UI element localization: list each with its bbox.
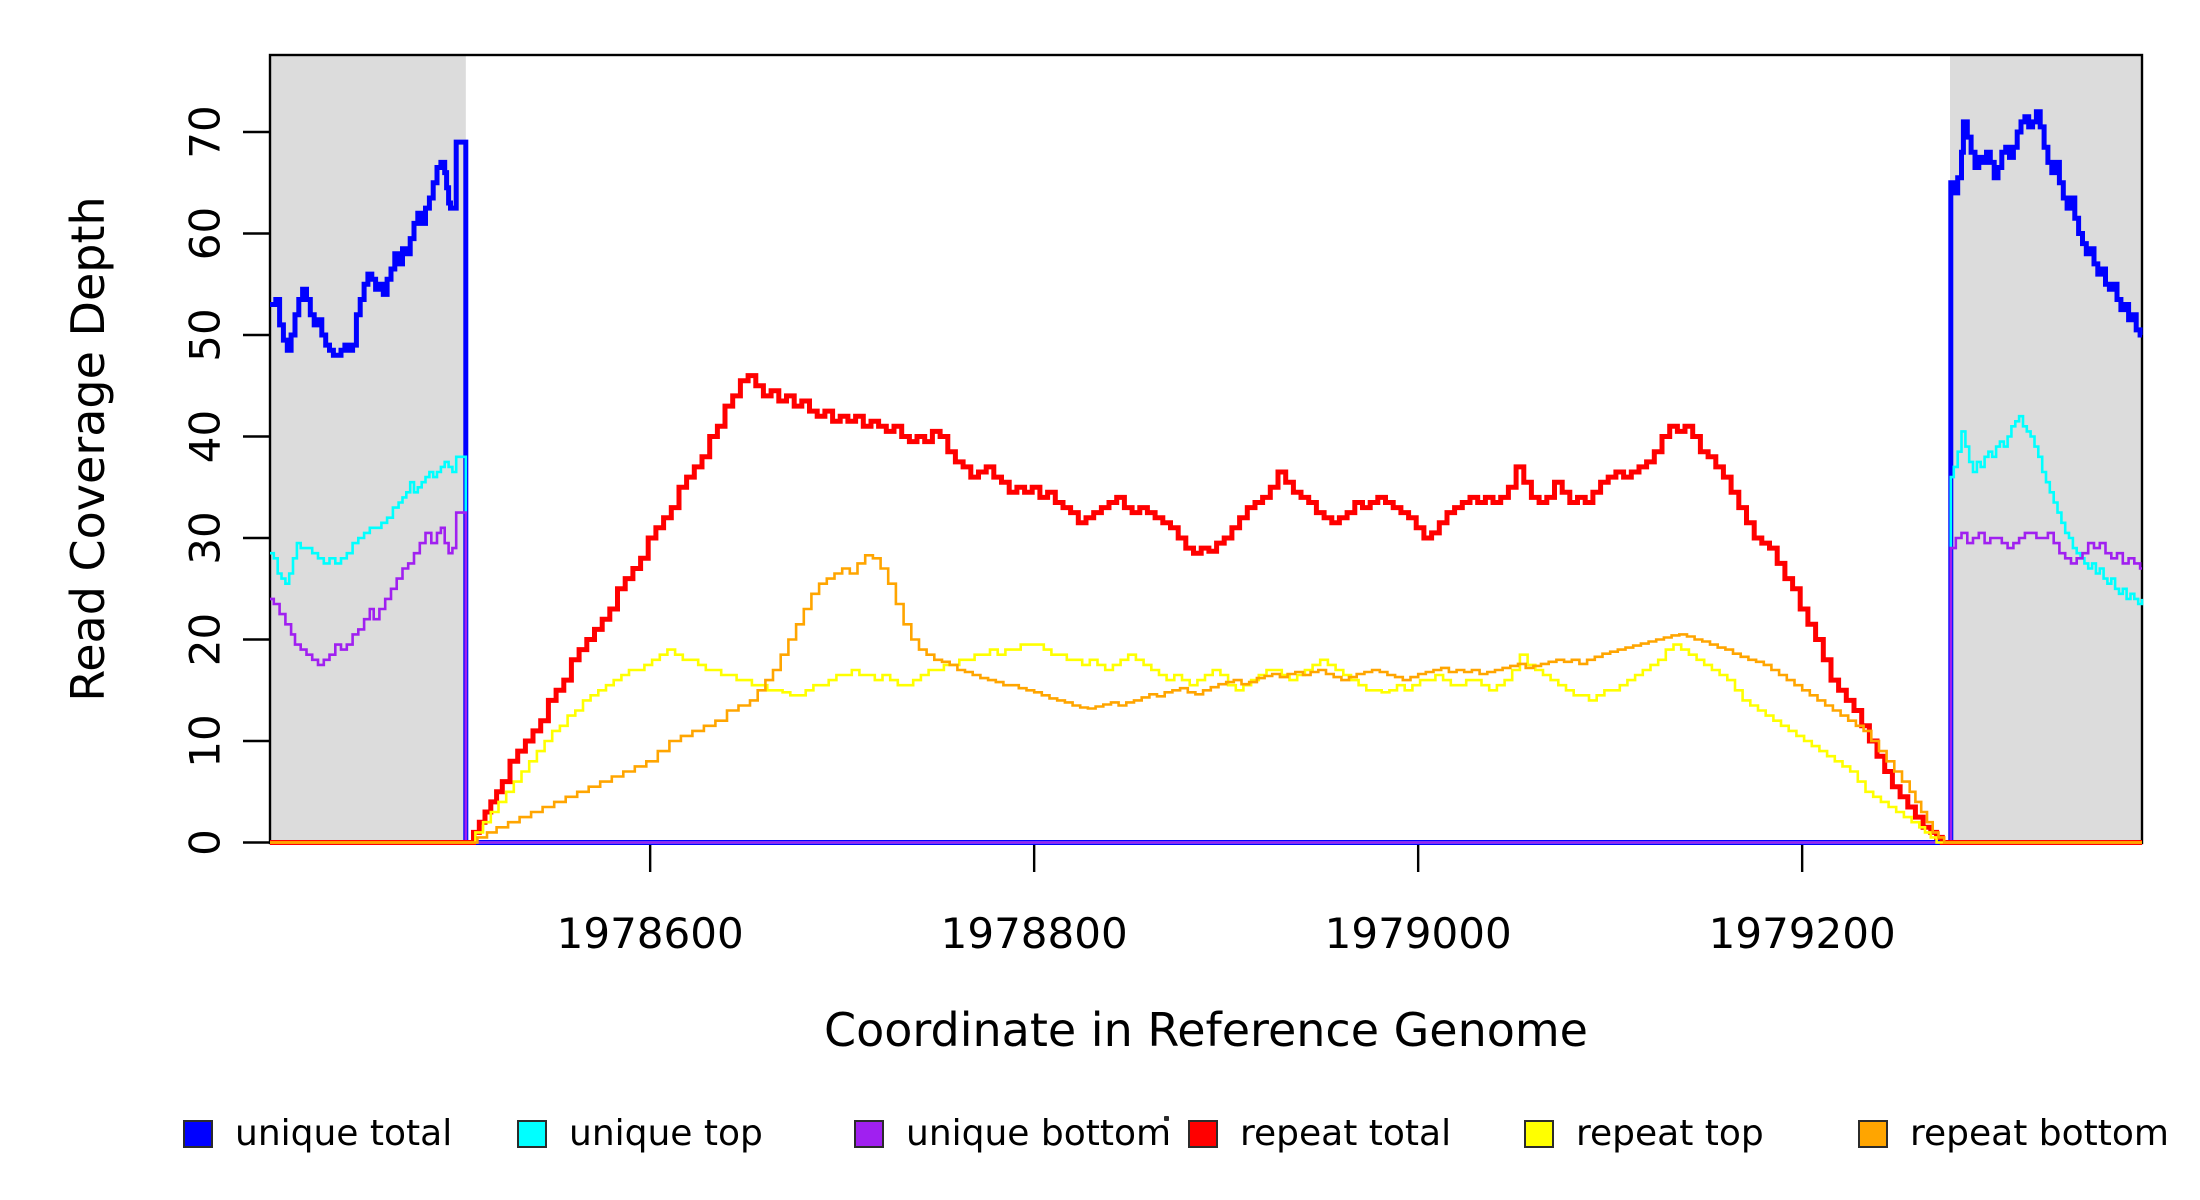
legend-item-unique-total: unique total [183, 1110, 452, 1158]
legend-swatch-unique-bottom [854, 1120, 884, 1148]
y-tick-label: 20 [181, 613, 230, 666]
legend-label-repeat-bottom: repeat bottom [1910, 1113, 2169, 1154]
legend-swatch-unique-total [183, 1120, 213, 1148]
series-repeat-bottom [270, 554, 2142, 844]
legend-item-repeat-top: repeat top [1524, 1110, 1764, 1158]
legend-item-unique-bottom: unique bottom [854, 1110, 1171, 1158]
y-tick-label: 50 [181, 308, 230, 361]
y-tick-label: 70 [181, 105, 230, 158]
coverage-plot: 0 10 20 30 40 50 60 70 1978600 1978800 1979000 1979… [61, 53, 2144, 1057]
data-series [270, 109, 2144, 845]
y-tick-label: 60 [181, 207, 230, 260]
legend-label-unique-top: unique top [569, 1113, 763, 1154]
legend-label-repeat-total: repeat total [1240, 1113, 1452, 1154]
y-tick-label: 0 [181, 829, 230, 856]
x-tick-label: 1978800 [941, 909, 1128, 958]
y-axis-title: Read Coverage Depth [61, 196, 115, 701]
y-tick-label: 30 [181, 511, 230, 564]
legend-item-repeat-bottom: repeat bottom [1858, 1110, 2169, 1158]
legend-label-unique-total: unique total [235, 1113, 453, 1154]
series-repeat-total [270, 373, 2142, 845]
legend-label-unique-bottom: unique bottom [906, 1113, 1172, 1154]
axis-ticks: 0 10 20 30 40 50 60 70 1978600 1978800 1979000 1979… [181, 105, 1896, 958]
legend-item-repeat-total: repeat total [1188, 1110, 1451, 1158]
series-unique-top [270, 414, 2144, 844]
series-unique-bottom [270, 511, 2142, 844]
shaded-region-right-flank [1950, 56, 2142, 845]
x-axis-title: Coordinate in Reference Genome [824, 1003, 1588, 1057]
y-tick-label: 10 [181, 714, 230, 767]
y-tick-label: 40 [181, 410, 230, 463]
x-tick-label: 1979000 [1325, 909, 1512, 958]
stray-point-marker [1164, 1116, 1169, 1121]
x-tick-label: 1978600 [557, 909, 744, 958]
series-repeat-top [270, 643, 2142, 844]
legend-label-repeat-top: repeat top [1576, 1113, 1764, 1154]
legend-item-unique-top: unique top [517, 1110, 763, 1158]
legend-swatch-unique-top [517, 1120, 547, 1148]
legend-swatch-repeat-top [1524, 1120, 1554, 1148]
x-tick-label: 1979200 [1709, 909, 1896, 958]
series-unique-total [270, 109, 2143, 845]
legend-swatch-repeat-total [1188, 1120, 1218, 1148]
legend-swatch-repeat-bottom [1858, 1120, 1888, 1148]
